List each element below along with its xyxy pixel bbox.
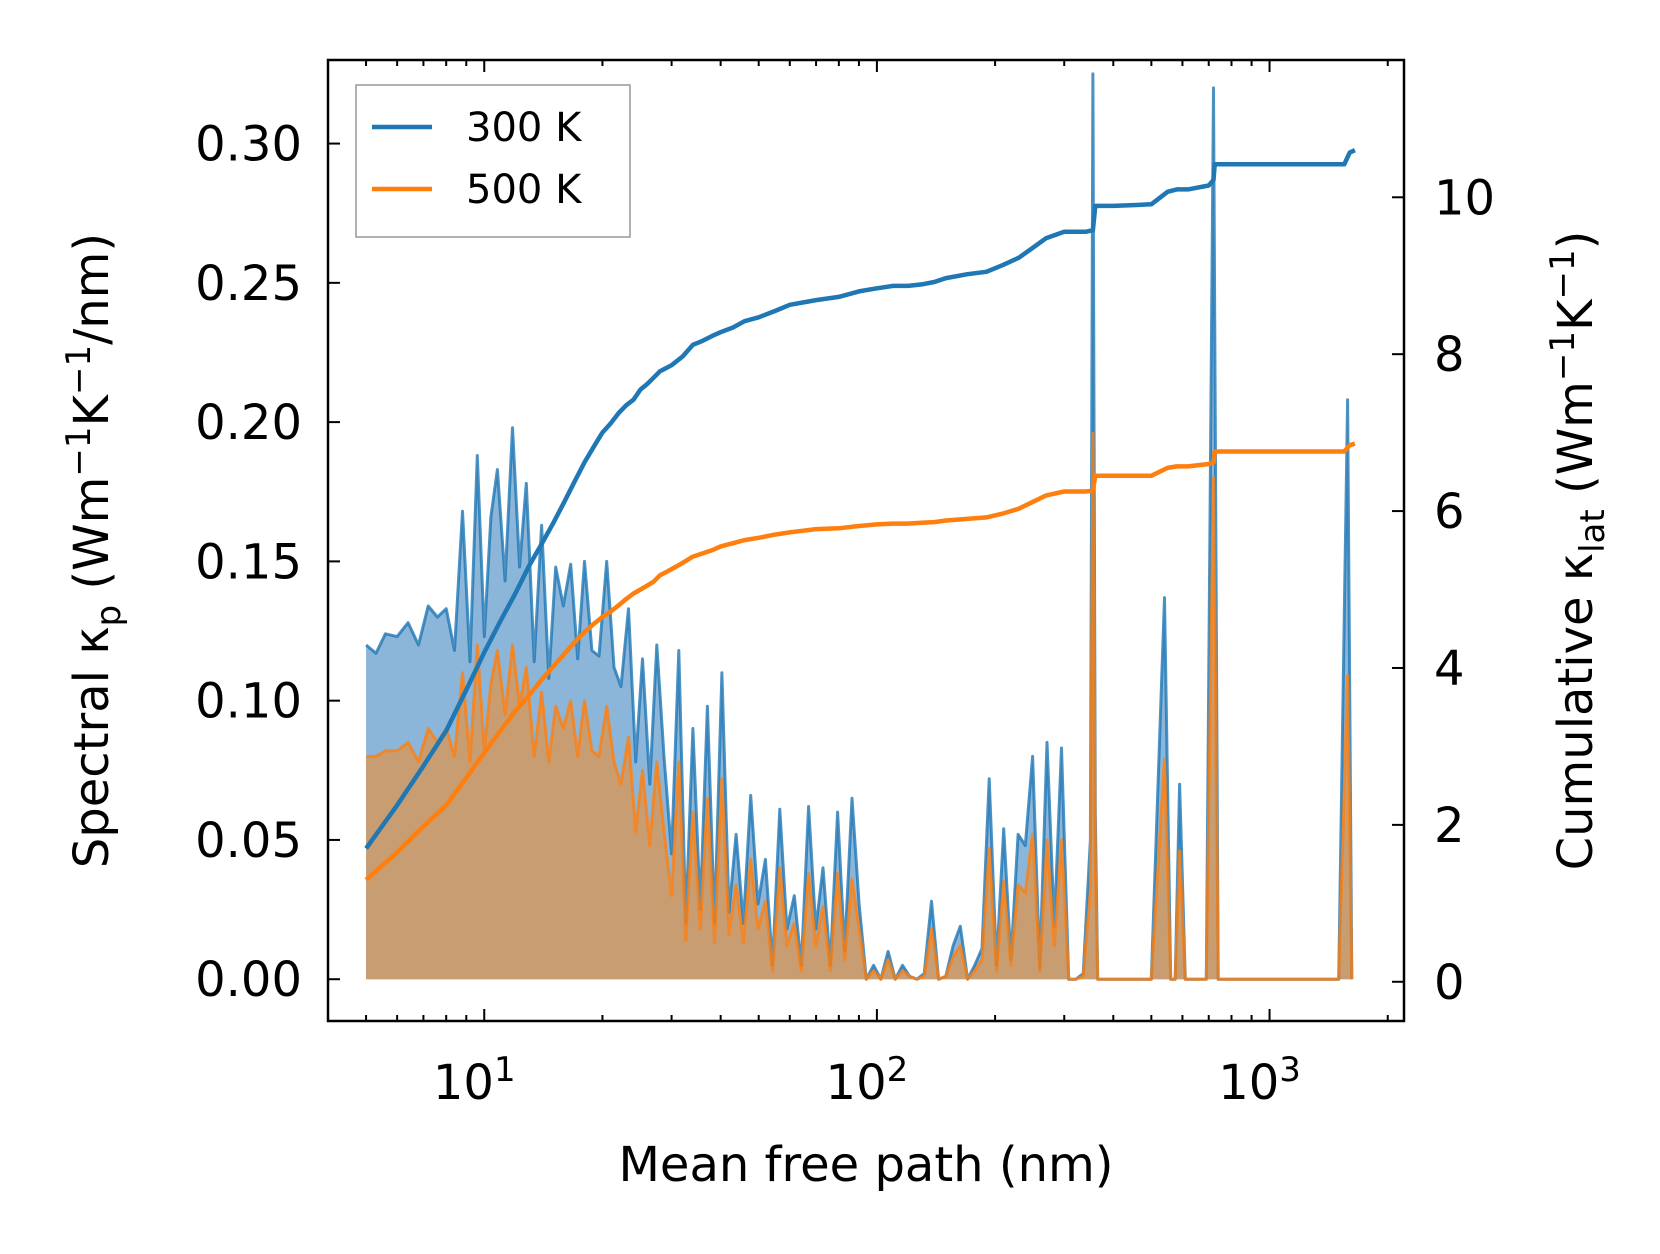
y-right-tick-label: 6 — [1434, 484, 1465, 540]
y-left-tick-label: 0.05 — [195, 813, 302, 869]
y-left-tick-label: 0.30 — [195, 117, 302, 173]
y-right-tick-label: 4 — [1434, 641, 1465, 697]
legend-label-500K: 500 K — [466, 167, 583, 213]
y-right-tick-label: 0 — [1434, 955, 1465, 1011]
axes-frame — [326, 58, 1406, 1023]
y-left-tick-label: 0.15 — [195, 534, 302, 590]
y-left-axis-title: Spectral κp (Wm−1K−1/nm) — [59, 233, 129, 868]
series-group — [364, 72, 1356, 981]
y-left-tick-label: 0.25 — [195, 256, 302, 312]
y-right-tick-label: 2 — [1434, 798, 1465, 854]
y-left-tick-label: 0.00 — [195, 952, 302, 1008]
spectral-500K-fill — [366, 433, 1352, 980]
x-tick-label: 101 — [433, 1050, 516, 1111]
legend-box — [355, 84, 631, 238]
x-axis-title: Mean free path (nm) — [619, 1137, 1114, 1193]
cumulative-500K-line — [364, 441, 1356, 882]
x-tick-label: 103 — [1218, 1050, 1301, 1111]
y-right-axis-title: Cumulative κlat (Wm−1K−1) — [1543, 231, 1613, 871]
y-left-tick-label: 0.20 — [195, 395, 302, 451]
spectral-500K-line — [366, 431, 1354, 981]
plot-area — [364, 72, 1356, 981]
y-left-tick-label: 0.10 — [195, 674, 302, 730]
y-right-tick-label: 8 — [1434, 327, 1465, 383]
x-tick-label: 102 — [826, 1050, 909, 1111]
cumulative-300K-line — [364, 148, 1356, 850]
y-right-tick-label: 10 — [1434, 170, 1495, 226]
legend-label-300K: 300 K — [466, 105, 583, 151]
legend: 300 K 500 K — [355, 84, 631, 238]
